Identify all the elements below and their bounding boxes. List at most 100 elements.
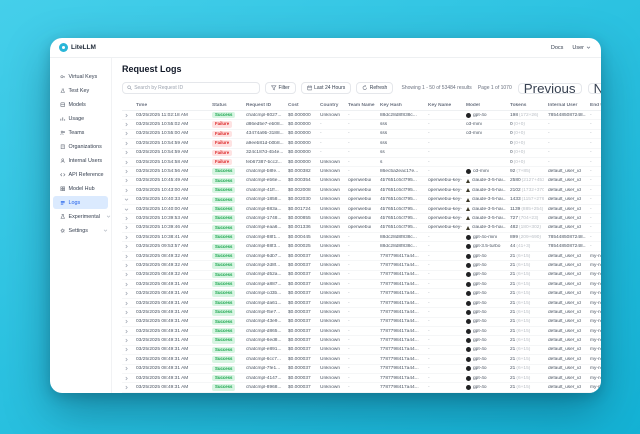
table-row[interactable]: 03/25/2025 10:54:56 AM Success chatcmpl-b8… (122, 167, 601, 177)
sidebar-item-organizations[interactable]: Organizations (53, 140, 108, 153)
sidebar-item-experimental[interactable]: Experimental (53, 210, 111, 223)
expand-row-button[interactable] (122, 160, 132, 165)
cell-tokens: 21(6+15) (510, 262, 531, 268)
chevron-right-icon (125, 348, 128, 352)
table-row[interactable]: 03/25/2025 08:49:31 AM Success chatcmpl-f5… (122, 308, 601, 318)
expand-row-button[interactable] (122, 113, 132, 118)
cell-request-id: 43474a9b-3188... (246, 131, 284, 137)
expand-row-button[interactable] (122, 301, 132, 306)
table-row[interactable]: 03/25/2025 08:49:31 AM Success chatcmpl-cd… (122, 289, 601, 299)
chevron-right-icon (125, 282, 128, 286)
user-menu[interactable]: User (572, 45, 591, 51)
cell-internal-user: default_user_id (548, 300, 581, 306)
search-request-id-input-wrapper[interactable] (122, 82, 260, 94)
expand-row-button[interactable] (122, 244, 132, 249)
table-row[interactable]: 03/25/2025 08:49:31 AM Success chatcmpl-da… (122, 299, 601, 309)
table-row[interactable]: 03/25/2025 08:49:31 AM Success chatcmpl-41… (122, 374, 601, 384)
table-row[interactable]: 03/25/2025 10:54:58 AM Failure feb67387-bc… (122, 158, 601, 168)
sidebar-item-virtual-keys[interactable]: Virtual Keys (53, 70, 108, 83)
expand-row-button[interactable] (122, 216, 132, 221)
table-row[interactable]: 03/25/2025 10:55:02 AM Failure d86ed5e7-eb… (122, 120, 601, 130)
expand-row-button[interactable] (122, 376, 132, 381)
sidebar-item-settings[interactable]: Settings (53, 224, 108, 237)
table-row[interactable]: 03/25/2025 10:38:41 AM Success chatcmpl-88… (122, 233, 601, 243)
cell-key-hash: 7787798417a44... (380, 253, 419, 259)
expand-row-button[interactable] (122, 225, 132, 230)
cell-end-user: my-new-end-user-1 (590, 328, 601, 334)
cell-cost: $0.000000 (288, 140, 311, 146)
cell-time: 03/25/2025 10:54:56 AM (136, 169, 189, 175)
table-row[interactable]: 03/25/2025 08:49:32 AM Success chatcmpl-2d… (122, 261, 601, 271)
expand-row-button[interactable] (122, 310, 132, 315)
table-row[interactable]: 03/25/2025 08:49:31 AM Success chatcmpl-43… (122, 318, 601, 327)
table-row[interactable]: 03/25/2025 08:49:31 AM Success chatcmpl-89… (122, 383, 601, 393)
expand-row-button[interactable] (122, 141, 132, 146)
sidebar-item-test-key[interactable]: Test Key (53, 84, 108, 97)
expand-row-button[interactable] (122, 272, 132, 277)
table-row[interactable]: 03/25/2025 10:45:49 AM Success chatcmpl-eb… (122, 177, 601, 187)
sidebar-item-model-hub[interactable]: Model Hub (53, 182, 108, 195)
expand-row-button[interactable] (122, 131, 132, 136)
table-row[interactable]: 03/25/2025 08:49:31 AM Success chatcmpl-d8… (122, 327, 601, 337)
cell-key-hash: ss (380, 150, 385, 156)
table-row[interactable]: 03/25/2025 08:49:31 AM Success chatcmpl-6c… (122, 355, 601, 365)
cell-end-user: my-new-end-user-1 (590, 300, 601, 306)
table-row[interactable]: 03/25/2025 08:49:32 AM Success chatcmpl-d5… (122, 271, 601, 281)
column-header-internal-user: Internal User (548, 102, 578, 108)
search-request-id-input[interactable] (134, 85, 255, 91)
docs-link[interactable]: Docs (550, 44, 564, 51)
filter-button[interactable]: Filter (265, 82, 296, 94)
table-row[interactable]: 03/25/2025 08:49:31 AM Success chatcmpl-e8… (122, 346, 601, 356)
expand-row-button[interactable] (122, 329, 132, 334)
chevron-down-icon (586, 46, 591, 49)
table-row[interactable]: 03/25/2025 10:43:00 AM Success chatcmpl-41… (122, 186, 601, 196)
table-row[interactable]: 03/25/2025 08:49:31 AM Success chatcmpl-6e… (122, 336, 601, 346)
expand-row-button[interactable] (122, 150, 132, 155)
time-range-button[interactable]: Last 24 Hours (300, 82, 352, 94)
table-row[interactable]: 03/25/2025 10:55:00 AM Failure 43474a9b-31… (122, 130, 601, 140)
cell-status: Success (208, 196, 242, 203)
sidebar-item-logs[interactable]: Logs (53, 196, 108, 209)
cell-country: Unknown (320, 197, 340, 203)
expand-row-button[interactable] (122, 319, 132, 324)
expand-row-button[interactable] (122, 347, 132, 352)
table-row[interactable]: 03/25/2025 10:54:59 AM Failure 324c187d-4b… (122, 149, 601, 158)
table-row[interactable]: 03/25/2025 08:49:31 AM Success chatcmpl-a8… (122, 280, 601, 290)
expand-row-button[interactable] (122, 291, 132, 296)
table-row[interactable]: 03/25/2025 11:02:18 AM Success chatcmpl-80… (122, 111, 601, 121)
table-row[interactable]: 03/25/2025 10:40:33 AM Success chatcmpl-18… (122, 196, 601, 205)
table-row[interactable]: 03/25/2025 10:54:59 AM Failure a9eeb81d-b0… (122, 139, 601, 149)
expand-row-button[interactable] (122, 263, 132, 268)
expand-row-button[interactable] (122, 122, 132, 127)
table-row[interactable]: 03/25/2025 10:40:00 AM Success chatcmpl-88… (122, 205, 601, 215)
next-page-button[interactable]: Next (587, 81, 601, 96)
expand-row-button[interactable] (122, 235, 132, 240)
cell-country: Unknown (320, 244, 340, 250)
sidebar-item-models[interactable]: Models (53, 98, 108, 111)
expand-row-button[interactable] (122, 169, 132, 174)
expand-row-button[interactable] (122, 207, 132, 212)
sidebar-item-teams[interactable]: Teams (53, 126, 108, 139)
table-row[interactable]: 03/25/2025 10:39:46 AM Success chatcmpl-ea… (122, 224, 601, 234)
expand-row-button[interactable] (122, 188, 132, 193)
expand-row-button[interactable] (122, 178, 132, 183)
expand-row-button[interactable] (122, 254, 132, 259)
sidebar-item-usage[interactable]: Usage (53, 112, 108, 125)
previous-page-button[interactable]: Previous (517, 81, 582, 96)
table-row[interactable]: 03/25/2025 09:53:57 AM Success chatcmpl-88… (122, 242, 601, 252)
table-row[interactable]: 03/25/2025 08:49:32 AM Success chatcmpl-6d… (122, 252, 601, 262)
table-row[interactable]: 03/25/2025 08:49:31 AM Success chatcmpl-7f… (122, 365, 601, 374)
expand-row-button[interactable] (122, 357, 132, 362)
sidebar-item-internal-users[interactable]: Internal Users (53, 154, 108, 167)
expand-row-button[interactable] (122, 385, 132, 390)
cell-model: gpt-4o-mini (462, 234, 506, 240)
refresh-button[interactable]: Refresh (356, 82, 394, 94)
expand-row-button[interactable] (122, 366, 132, 371)
table-row[interactable]: 03/25/2025 10:39:53 AM Success chatcmpl-17… (122, 214, 601, 224)
expand-row-button[interactable] (122, 338, 132, 343)
sidebar-item-api-reference[interactable]: API Reference (53, 168, 108, 181)
cell-key-name: - (428, 319, 430, 325)
cell-key-name: - (428, 347, 430, 353)
expand-row-button[interactable] (122, 282, 132, 287)
expand-row-button[interactable] (122, 197, 132, 202)
